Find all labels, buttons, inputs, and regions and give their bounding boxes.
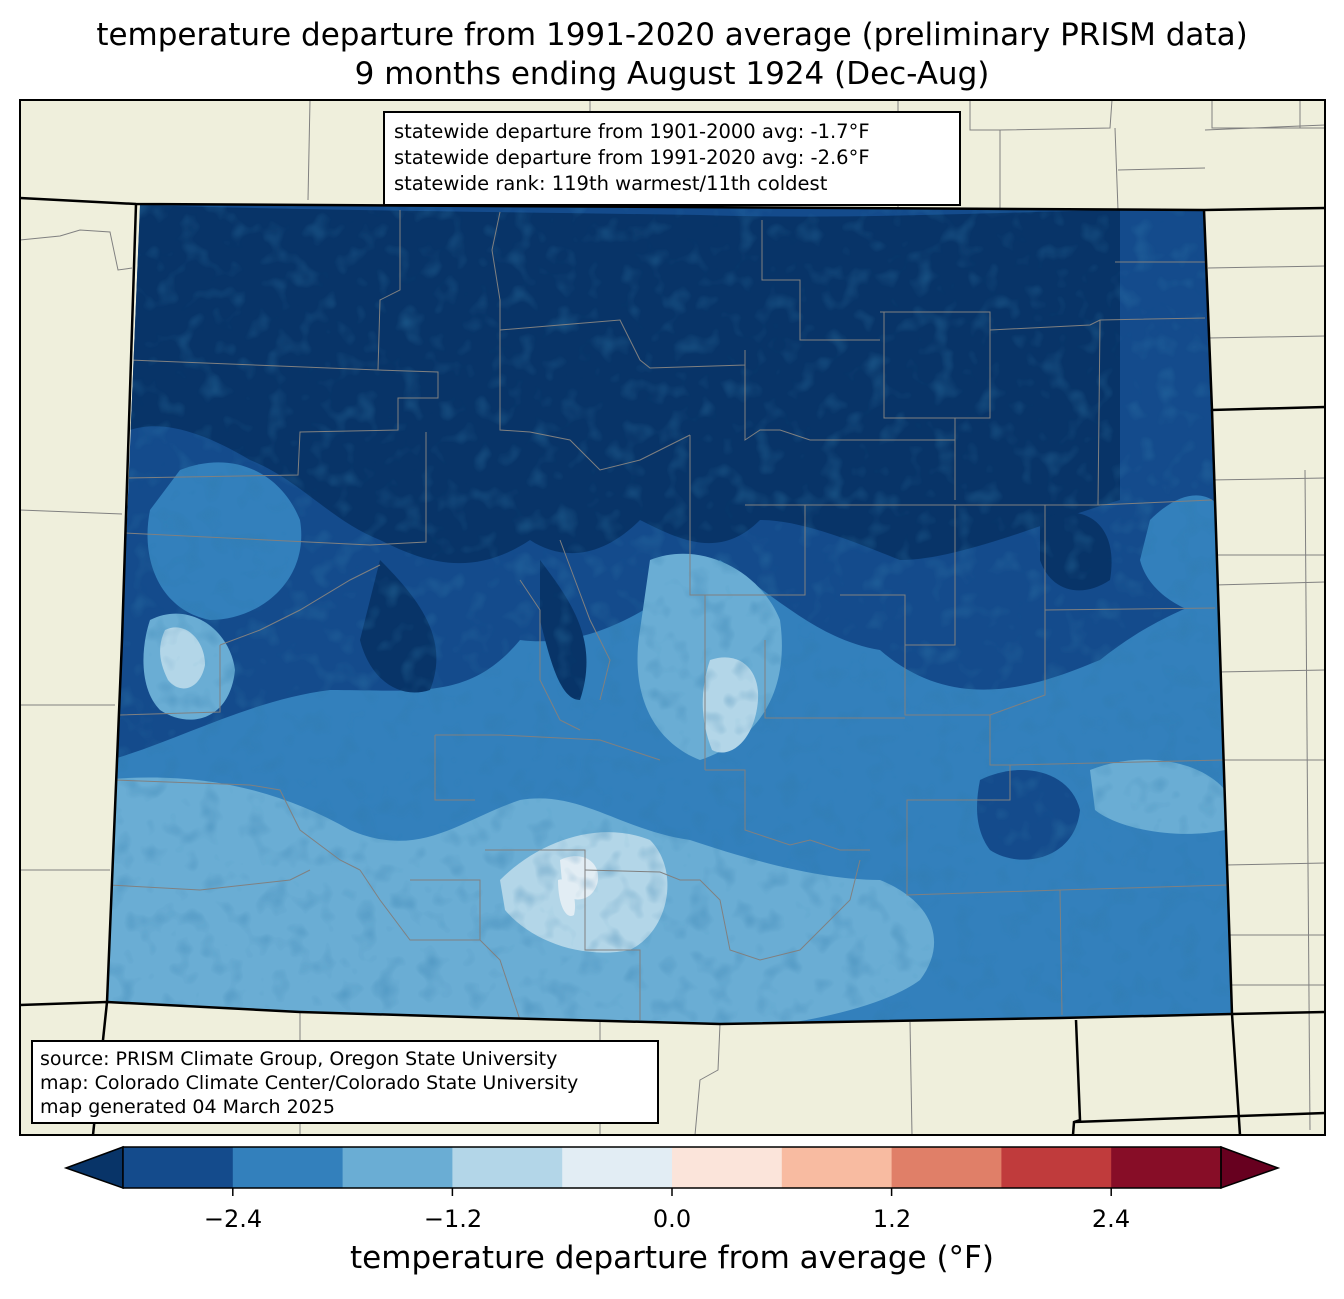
- map-credit-line: map: Colorado Climate Center/Colorado St…: [40, 1072, 579, 1094]
- stats-departure-1991-2020: statewide departure from 1991-2020 avg: …: [394, 146, 870, 169]
- temperature-contours: [107, 205, 1232, 1024]
- colorbar-bin: [672, 1147, 783, 1188]
- colorbar-tick-label: 0.0: [652, 1205, 692, 1233]
- stats-rank: statewide rank: 119th warmest/11th colde…: [394, 172, 828, 195]
- colorbar-tick-label: 1.2: [872, 1205, 912, 1233]
- state-borders: [19, 196, 1326, 1136]
- county-lines: [109, 210, 1228, 1021]
- colorbar-bin: [342, 1147, 453, 1188]
- colorbar-bin: [452, 1147, 563, 1188]
- colorbar: [63, 1145, 1281, 1196]
- colorbar-bin: [891, 1147, 1002, 1188]
- source-line: source: PRISM Climate Group, Oregon Stat…: [40, 1048, 558, 1070]
- colorbar-tick-label: −1.2: [423, 1205, 483, 1233]
- colorbar-under-arrow: [63, 1145, 124, 1190]
- colorbar-over-arrow: [1220, 1145, 1281, 1190]
- colorbar-tick-label: 2.4: [1091, 1205, 1131, 1233]
- stats-departure-1901-2000: statewide departure from 1901-2000 avg: …: [394, 120, 870, 143]
- colorbar-tick-label: −2.4: [203, 1205, 263, 1233]
- map-title-line-1: temperature departure from 1991-2020 ave…: [96, 17, 1248, 53]
- generated-date-line: map generated 04 March 2025: [40, 1096, 335, 1118]
- source-box: source: PRISM Climate Group, Oregon Stat…: [31, 1040, 659, 1124]
- map-title-line-2: 9 months ending August 1924 (Dec-Aug): [354, 56, 990, 92]
- colorbar-bin: [562, 1147, 673, 1188]
- statewide-stats-box: statewide departure from 1901-2000 avg: …: [383, 111, 961, 206]
- colorbar-bin: [123, 1147, 234, 1188]
- colorbar-bin: [781, 1147, 893, 1188]
- colorbar-title: temperature departure from average (°F): [350, 1240, 994, 1276]
- colorado-temperature-map: [19, 99, 1326, 1136]
- colorbar-bin: [1111, 1147, 1222, 1188]
- colorbar-bin: [232, 1147, 344, 1188]
- map-frame: [19, 99, 1326, 1136]
- colorbar-bin: [1001, 1147, 1112, 1188]
